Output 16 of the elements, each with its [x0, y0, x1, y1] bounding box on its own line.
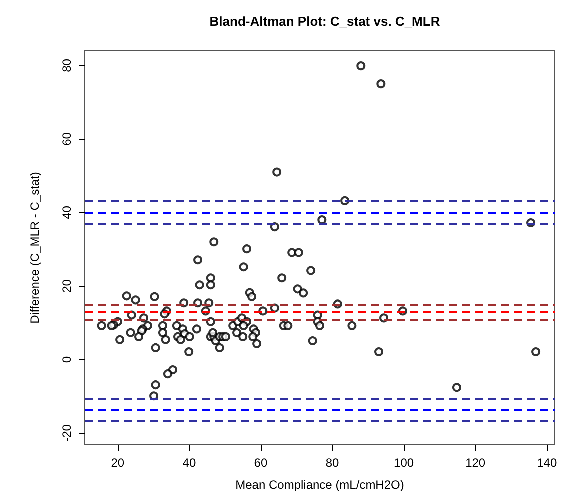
x-tick-label: 100 — [394, 456, 414, 470]
x-tick-label: 60 — [254, 456, 268, 470]
y-tick-label: 80 — [60, 58, 74, 72]
y-tick-label: 60 — [60, 132, 74, 146]
x-tick-label: 120 — [466, 456, 486, 470]
chart-title: Bland-Altman Plot: C_stat vs. C_MLR — [210, 14, 441, 29]
y-axis-title: Difference (C_MLR - C_stat) — [28, 172, 42, 324]
y-tick-label: 40 — [60, 206, 74, 220]
y-tick-label: 20 — [60, 279, 74, 293]
x-tick-label: 140 — [537, 456, 558, 470]
x-tick-label: 40 — [182, 456, 196, 470]
x-tick-label: 80 — [326, 456, 340, 470]
x-tick-label: 20 — [111, 456, 125, 470]
x-axis-title: Mean Compliance (mL/cmH2O) — [236, 478, 404, 492]
y-tick-label: 0 — [60, 356, 74, 364]
y-tick-label: -20 — [60, 424, 74, 442]
